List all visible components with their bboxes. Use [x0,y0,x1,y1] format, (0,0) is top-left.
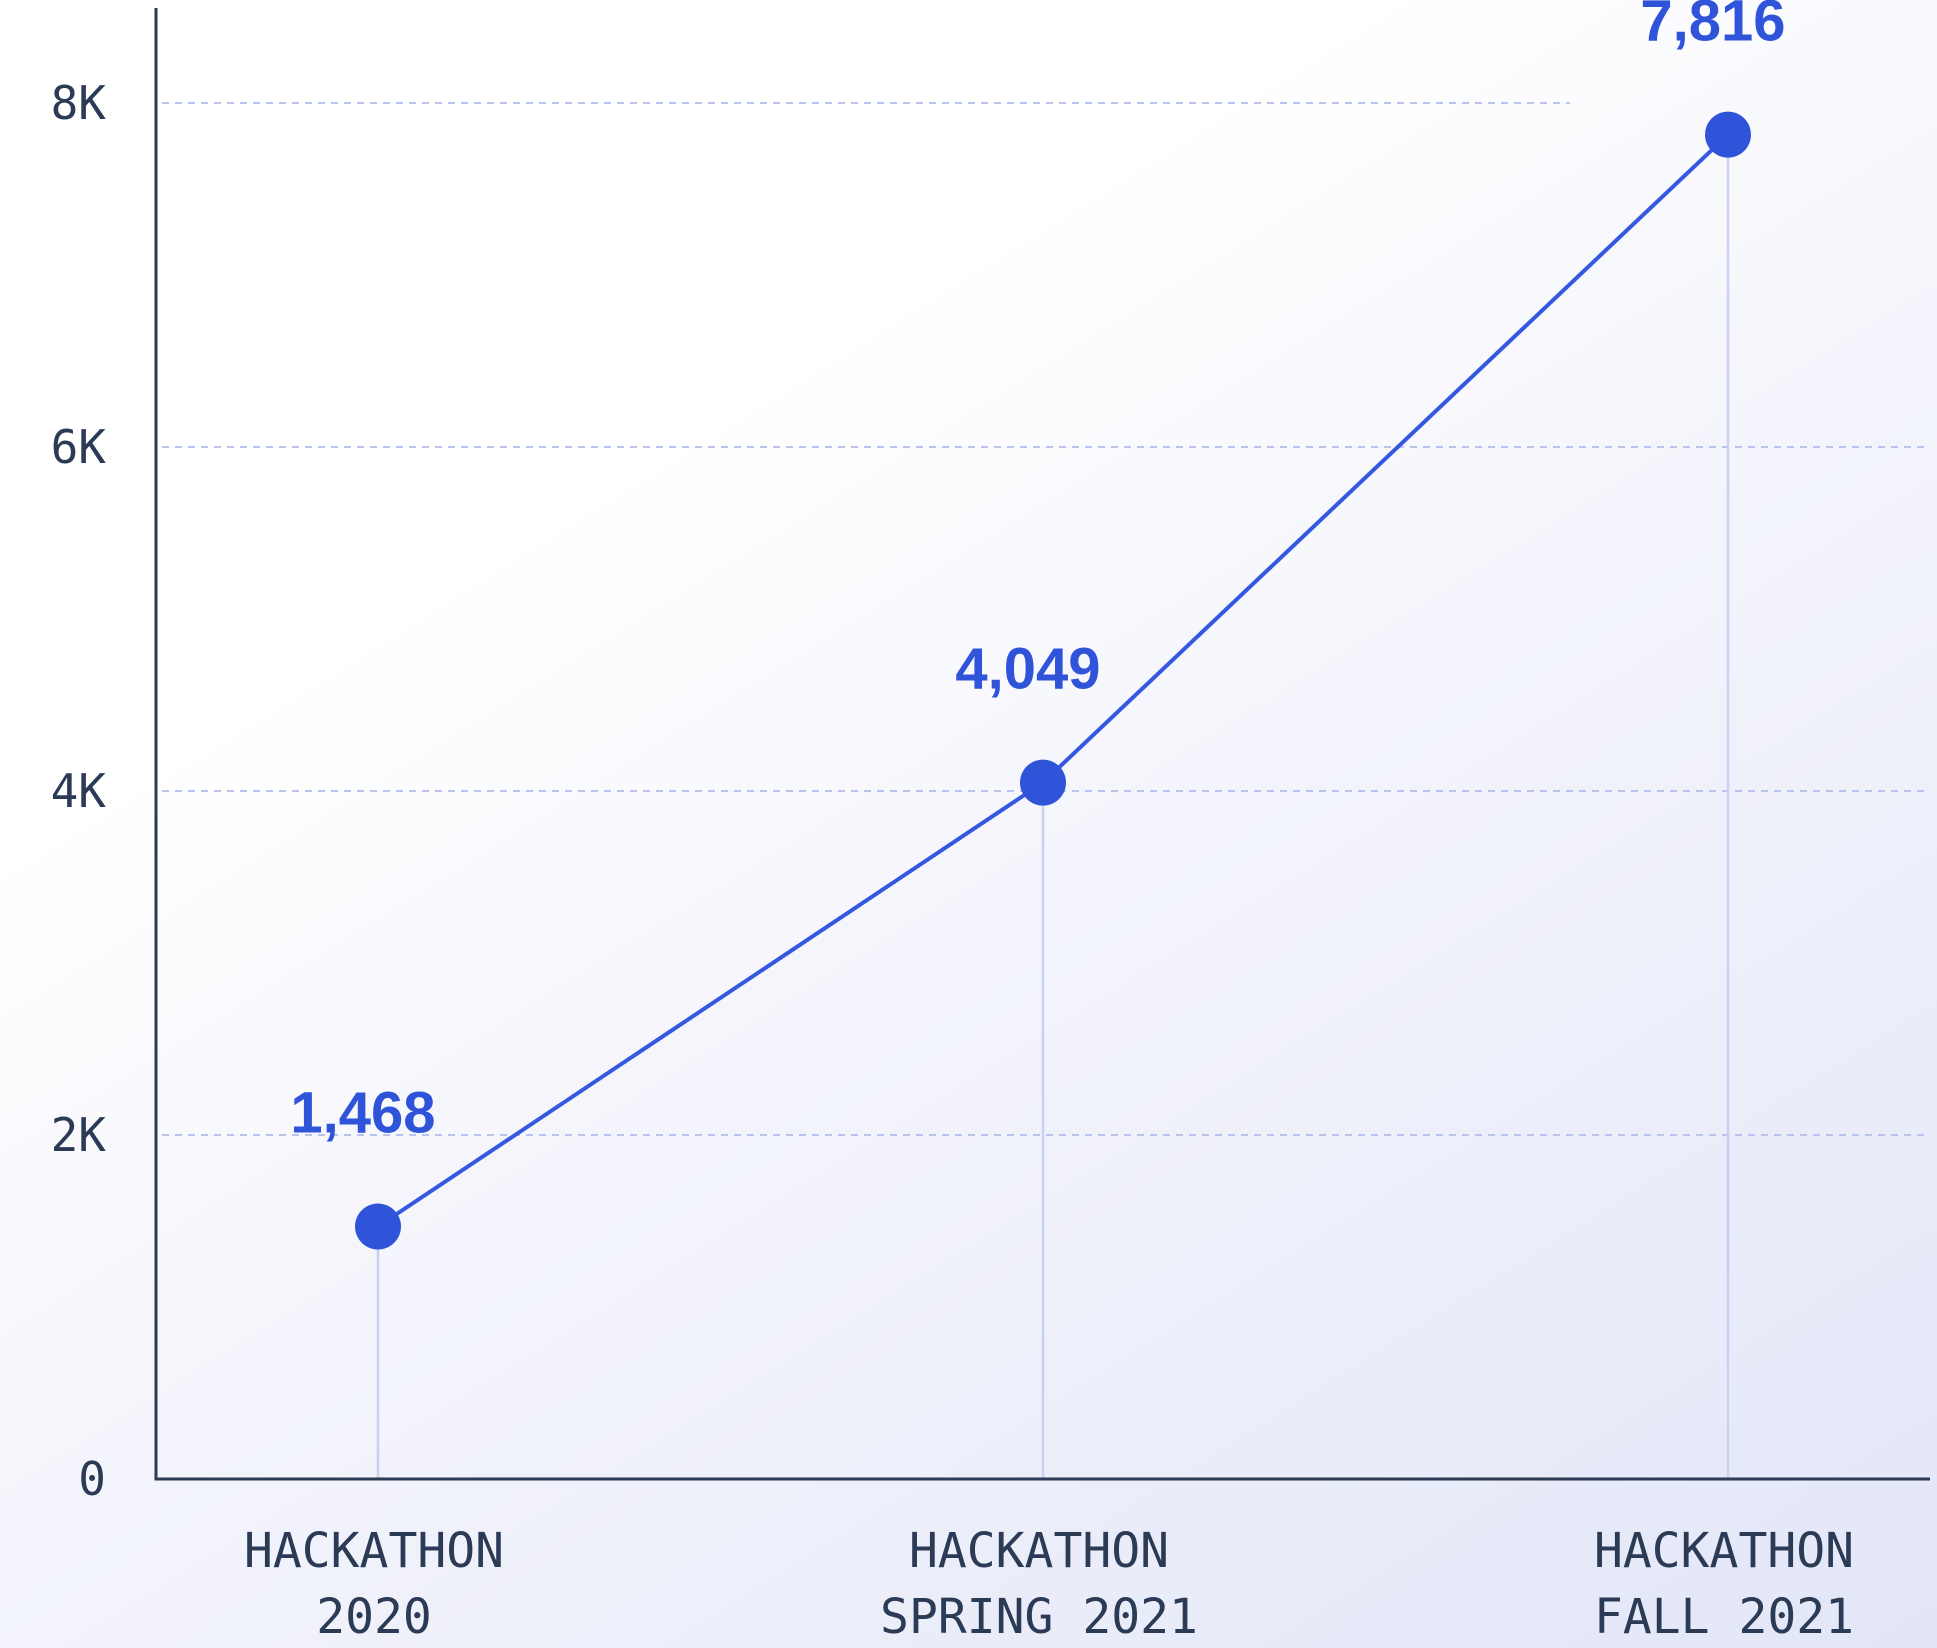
y-tick-label: 8K [51,76,107,130]
data-label: 1,468 [290,1081,435,1146]
data-label: 4,049 [955,637,1100,702]
data-point [355,1203,401,1250]
data-point [1705,111,1751,158]
x-tick-label: 2020 [316,1589,432,1645]
x-tick-label: HACKATHON [909,1523,1169,1579]
y-tick-label: 2K [51,1108,107,1162]
x-tick-label: HACKATHON [244,1523,504,1579]
x-tick-label: SPRING 2021 [880,1589,1198,1645]
y-tick-label: 6K [51,420,107,474]
data-point [1020,759,1066,806]
x-tick-label: HACKATHON [1594,1523,1854,1579]
x-tick-label: FALL 2021 [1594,1589,1854,1645]
y-tick-label: 4K [51,764,107,818]
y-tick-label: 0 [78,1452,106,1506]
data-label: 7,816 [1640,0,1785,54]
